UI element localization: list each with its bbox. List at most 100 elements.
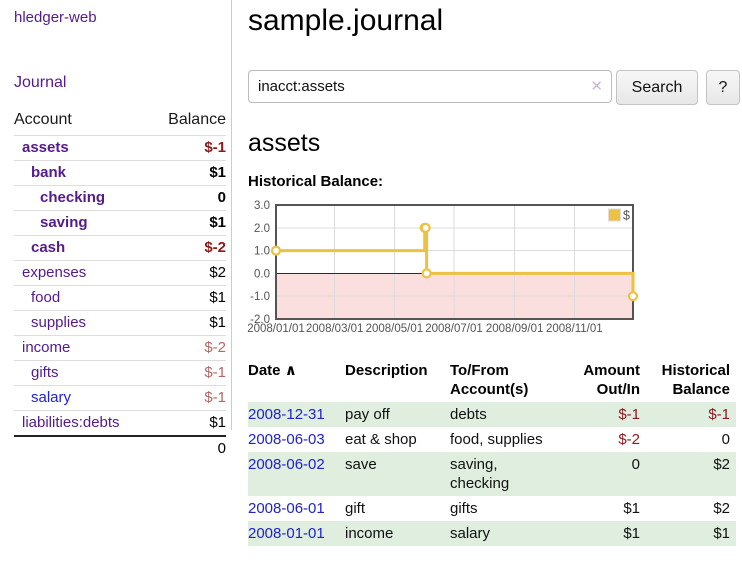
transaction-date-link[interactable]: 2008-06-01 [248,500,325,517]
account-link[interactable]: bank [31,164,67,181]
transaction-balance: $1 [713,525,730,542]
transaction-accounts: gifts [450,500,478,517]
account-link[interactable]: expenses [22,264,87,281]
account-link[interactable]: supplies [31,314,87,331]
transaction-accounts: saving, checking [450,456,510,492]
transaction-date-link[interactable]: 2008-12-31 [248,406,325,423]
account-balance: $-2 [204,339,226,356]
register-row: 2008-06-03 eat & shop food, supplies $-2… [248,427,736,452]
account-balance: $-1 [204,364,226,381]
transaction-accounts: debts [450,406,487,423]
sort-ascending-icon[interactable]: ∧ [284,362,297,379]
app-title-link[interactable]: hledger-web [14,9,97,26]
legend-swatch [608,208,621,222]
account-balance: $-1 [204,389,226,406]
search-button[interactable]: Search [616,70,698,105]
account-link[interactable]: income [22,339,71,356]
main-content: sample.journal ✕ Search ? assets Histori… [246,0,742,546]
transaction-balance: $2 [713,500,730,517]
transaction-accounts: food, supplies [450,431,543,448]
register-row: 2008-01-01 income salary $1 $1 [248,521,736,546]
accounts-table-header: Account Balance [14,107,226,135]
account-link[interactable]: assets [22,139,69,156]
transaction-date-link[interactable]: 2008-01-01 [248,525,325,542]
transaction-amount: 0 [631,456,640,473]
account-balance: $-1 [204,139,226,156]
page-title: sample.journal [248,4,444,37]
sidebar: hledger-web Journal Account Balance asse… [0,0,231,460]
balance-column-header: Historical Balance [661,362,730,398]
data-point-marker [627,291,639,302]
search-input[interactable] [248,70,612,103]
account-link[interactable]: salary [31,389,72,406]
transaction-amount: $-1 [618,406,640,423]
sidebar-item-journal[interactable]: Journal [14,74,67,91]
transaction-date-link[interactable]: 2008-06-03 [248,431,325,448]
balance-column-header: Balance [168,111,226,128]
account-link[interactable]: gifts [31,364,59,381]
account-page-title: assets [248,129,321,157]
account-balance: $1 [209,414,226,431]
x-axis-tick-label: 2008/05/01 [366,323,424,335]
account-link[interactable]: checking [40,189,106,206]
account-link[interactable]: saving [40,214,88,231]
account-row: cash $-2 [14,235,226,260]
accounts-column-header: To/From Account(s) [450,362,529,398]
transaction-description: gift [345,500,366,517]
historical-balance-chart: $3.0 2.0 1.0 0.0 -1.0 -2.0 2008/01/01 2008/03/0… [246,200,642,341]
account-row: checking 0 [14,185,226,210]
date-column-header[interactable]: Date ∧ [248,362,297,379]
accounts-table: Account Balance assets $-1 bank $1 check… [14,107,226,460]
account-balance: $2 [209,264,226,281]
legend-label: $ [623,209,630,223]
transaction-description: income [345,525,394,542]
account-balance: $-2 [204,239,226,256]
x-axis-tick-label: 2008/09/01 [486,323,544,335]
account-row: expenses $2 [14,260,226,285]
account-row: supplies $1 [14,310,226,335]
accounts-total: 0 [14,435,226,460]
transaction-description: save [345,456,377,473]
transaction-amount: $1 [623,500,640,517]
account-row: income $-2 [14,335,226,360]
chart-label: Historical Balance: [248,173,384,190]
account-row: saving $1 [14,210,226,235]
transaction-description: pay off [345,406,390,423]
data-point-marker [421,268,432,279]
account-row: liabilities:debts $1 [14,410,226,435]
help-button[interactable]: ? [706,70,740,105]
transaction-accounts: salary [450,525,491,542]
plot-border [275,204,634,320]
search-form: ✕ Search ? [248,70,742,105]
account-row: salary $-1 [14,385,226,410]
data-point-marker [270,245,282,256]
register-row: 2008-06-01 gift gifts $1 $2 [248,496,736,521]
transaction-balance: $2 [713,456,730,473]
transaction-balance: 0 [721,431,730,448]
clear-search-icon[interactable]: ✕ [590,78,603,95]
y-axis-tick-label: 2.0 [254,223,270,235]
account-balance: $1 [209,314,226,331]
account-row: bank $1 [14,160,226,185]
y-axis-tick-label: -1.0 [250,291,270,303]
account-balance: $1 [209,214,226,231]
transaction-date-link[interactable]: 2008-06-02 [248,456,325,473]
y-axis-tick-label: -2.0 [250,314,270,326]
account-link[interactable]: liabilities:debts [22,414,120,431]
account-column-header: Account [14,111,72,128]
x-axis-tick-label: 2008/11/01 [546,323,603,335]
account-balance: 0 [217,189,226,206]
x-axis-tick-label: 2008/01/01 [247,323,305,335]
y-axis-tick-label: 1.0 [254,246,270,258]
amount-column-header: Amount Out/In [583,362,640,398]
register-row: 2008-12-31 pay off debts $-1 $-1 [248,402,736,427]
account-link[interactable]: cash [31,239,66,256]
transaction-amount: $-2 [618,431,640,448]
transaction-balance: $-1 [708,406,730,423]
x-axis-tick-label: 2008/07/01 [425,323,483,335]
account-balance: $1 [209,289,226,306]
account-link[interactable]: food [31,289,61,306]
account-row: gifts $-1 [14,360,226,385]
account-balance: $1 [209,164,226,181]
account-row: food $1 [14,285,226,310]
